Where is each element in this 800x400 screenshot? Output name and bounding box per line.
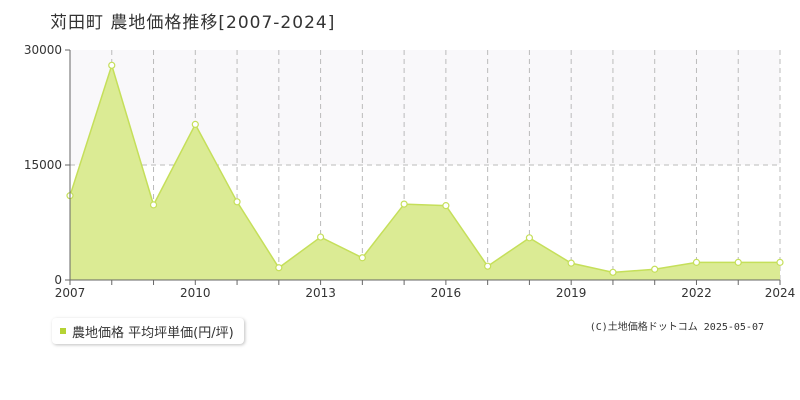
x-tick-label: 2013: [305, 286, 336, 300]
credit-text: (C)土地価格ドットコム 2025-05-07: [589, 322, 764, 333]
data-point-2011: [233, 198, 241, 206]
data-point-2008: [108, 61, 116, 69]
data-point-2012: [275, 264, 283, 272]
x-tick-label: 2016: [431, 286, 462, 300]
x-tick-label: 2022: [681, 286, 712, 300]
data-point-2019: [567, 259, 575, 267]
x-tick-label: 2019: [556, 286, 587, 300]
x-tick-label: 2007: [55, 286, 86, 300]
data-point-2013: [316, 233, 325, 241]
data-point-2017: [484, 262, 492, 270]
data-point-2021: [651, 265, 659, 273]
data-point-2014: [358, 254, 366, 262]
legend-label: 農地価格 平均坪単価(円/坪): [72, 325, 234, 341]
data-point-2022: [692, 258, 701, 266]
data-points: [66, 61, 784, 276]
data-point-2023: [734, 258, 742, 266]
series-line: [69, 62, 780, 274]
data-point-2024: [776, 258, 784, 266]
chart-title: 苅田町 農地価格推移[2007-2024]: [50, 13, 336, 33]
data-point-2018: [525, 234, 534, 242]
data-point-2009: [149, 201, 158, 209]
legend-swatch: [60, 328, 66, 334]
y-tick-label: 30000: [24, 43, 62, 57]
data-point-2016: [442, 202, 450, 210]
x-tick-label: 2024: [765, 286, 796, 300]
area-fill: [70, 65, 780, 280]
upper-band: [70, 50, 780, 165]
x-tick-label: 2010: [180, 286, 211, 300]
data-point-2015: [400, 200, 408, 208]
data-point-2010: [191, 120, 199, 128]
legend: 農地価格 平均坪単価(円/坪): [52, 318, 244, 344]
data-point-2020: [609, 268, 617, 276]
y-tick-label: 15000: [24, 158, 62, 172]
y-ticks: 0 15000 30000: [24, 43, 70, 287]
y-tick-label: 0: [54, 273, 62, 287]
x-ticks: 2007 2010 2013 2016 2019 2022 2024: [55, 280, 796, 300]
